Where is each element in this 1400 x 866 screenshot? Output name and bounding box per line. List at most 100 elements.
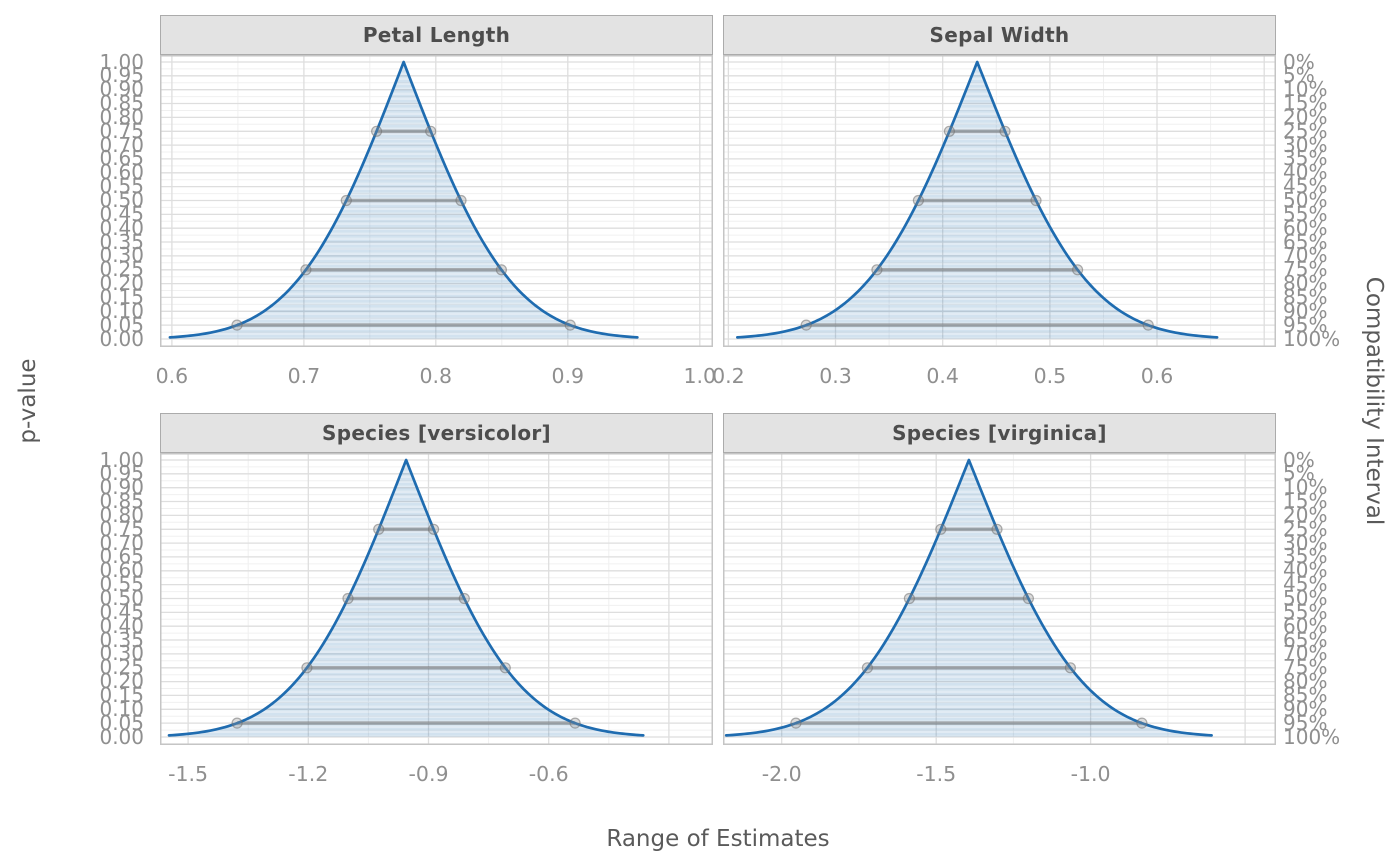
facet-title-species-virginica: Species [virginica] xyxy=(892,421,1107,445)
y-tick-label-ci-percent: 55% xyxy=(1283,201,1328,226)
y-tick-label-ci-percent: 20% xyxy=(1283,104,1328,129)
y-tick-label-pvalue: 1.00 xyxy=(99,49,144,74)
y-tick-label-pvalue: 0.60 xyxy=(99,558,144,583)
x-tick-label: -0.6 xyxy=(528,762,569,786)
y-tick-label-pvalue: 0.60 xyxy=(99,160,144,185)
y-tick-label-pvalue: 0.55 xyxy=(99,572,144,597)
y-axis-title-pvalue: p-value xyxy=(15,358,41,444)
y-tick-label-ci-percent: 80% xyxy=(1283,271,1328,296)
y-tick-label-ci-percent: 10% xyxy=(1283,77,1328,102)
x-tick-labels-species-virginica: -2.0 -1.5 -1.0 xyxy=(723,761,1276,787)
y-tick-label-pvalue: 1.00 xyxy=(99,447,144,472)
y-tick-label-pvalue: 0.80 xyxy=(99,502,144,527)
y-tick-label-pvalue: 0.80 xyxy=(99,104,144,129)
facet-title-species-versicolor: Species [versicolor] xyxy=(322,421,551,445)
y-tick-label-pvalue: 0.45 xyxy=(99,201,144,226)
y-tick-label-ci-percent: 95% xyxy=(1283,312,1328,337)
y-tick-label-pvalue: 0.70 xyxy=(99,530,144,555)
y-tick-label-pvalue: 0.15 xyxy=(99,682,144,707)
y-tick-label-ci-percent: 50% xyxy=(1283,586,1328,610)
y-tick-label-ci-percent: 5% xyxy=(1283,461,1315,486)
x-tick-label: -1.0 xyxy=(1070,762,1111,786)
y-tick-label-ci-percent: 55% xyxy=(1283,599,1328,624)
y-tick-labels-ci-row2: 0% 5% 10% 15% 20% 25% 30% 35% 40% 45% 50% 55% 60% 65%… xyxy=(1283,449,1395,749)
y-tick-label-ci-percent: 70% xyxy=(1283,641,1328,666)
x-tick-label: 0.6 xyxy=(155,364,189,388)
x-tick-label: 0.5 xyxy=(1033,364,1067,388)
y-tick-label-ci-percent: 60% xyxy=(1283,215,1328,240)
y-tick-label-ci-percent: 100% xyxy=(1283,326,1341,351)
y-tick-label-pvalue: 0.55 xyxy=(99,174,144,199)
y-tick-label-pvalue: 0.50 xyxy=(99,188,144,212)
y-tick-label-ci-percent: 25% xyxy=(1283,118,1328,143)
y-tick-label-pvalue: 0.40 xyxy=(99,215,144,240)
y-tick-label-pvalue: 0.10 xyxy=(99,696,144,721)
y-tick-label-pvalue: 0.30 xyxy=(99,243,144,268)
y-tick-label-pvalue: 0.10 xyxy=(99,298,144,323)
y-tick-label-ci-percent: 45% xyxy=(1283,174,1328,199)
y-tick-label-ci-percent: 0% xyxy=(1283,49,1315,74)
y-tick-label-pvalue: 0.95 xyxy=(99,461,144,486)
y-tick-label-pvalue: 0.05 xyxy=(99,710,144,735)
y-tick-label-pvalue: 0.20 xyxy=(99,271,144,296)
y-tick-label-pvalue: 0.65 xyxy=(99,146,144,171)
y-axis-title-compatibility-interval: Compatibility Interval xyxy=(1361,276,1387,526)
y-tick-label-pvalue: 0.70 xyxy=(99,132,144,157)
x-tick-label: 0.9 xyxy=(551,364,585,388)
y-tick-label-ci-percent: 80% xyxy=(1283,669,1328,694)
facet-strip-sepal-width: Sepal Width xyxy=(723,15,1276,55)
x-tick-label: 1.0 xyxy=(683,364,717,388)
x-tick-labels-sepal-width: 0.2 0.3 0.4 0.5 0.6 xyxy=(712,363,1276,389)
y-tick-label-ci-percent: 25% xyxy=(1283,516,1328,541)
x-tick-label: 0.2 xyxy=(712,364,745,388)
y-tick-label-ci-percent: 15% xyxy=(1283,489,1328,514)
y-tick-label-pvalue: 0.45 xyxy=(99,599,144,624)
y-tick-label-pvalue: 0.95 xyxy=(99,63,144,88)
x-tick-label: -0.9 xyxy=(408,762,449,786)
y-tick-label-ci-percent: 75% xyxy=(1283,655,1328,680)
y-tick-labels-ci-row1: 0% 5% 10% 15% 20% 25% 30% 35% 40% 45% 50% 55% 60% 65%… xyxy=(1283,49,1395,351)
y-tick-label-ci-percent: 65% xyxy=(1283,229,1328,254)
y-tick-label-ci-percent: 85% xyxy=(1283,682,1328,707)
y-tick-label-ci-percent: 35% xyxy=(1283,544,1328,569)
y-tick-label-ci-percent: 50% xyxy=(1283,188,1328,212)
x-tick-label: -1.5 xyxy=(916,762,957,786)
y-tick-label-pvalue: 0.85 xyxy=(99,91,144,116)
y-tick-label-ci-percent: 85% xyxy=(1283,284,1328,309)
y-tick-label-ci-percent: 60% xyxy=(1283,613,1328,638)
y-tick-label-ci-percent: 35% xyxy=(1283,146,1328,171)
y-tick-label-pvalue: 0.25 xyxy=(99,257,144,282)
y-tick-label-ci-percent: 40% xyxy=(1283,558,1328,583)
y-tick-label-pvalue: 0.35 xyxy=(99,627,144,652)
y-tick-label-pvalue: 0.85 xyxy=(99,489,144,514)
facet-title-petal-length: Petal Length xyxy=(362,23,511,47)
y-tick-label-ci-percent: 65% xyxy=(1283,627,1328,652)
y-tick-label-ci-percent: 90% xyxy=(1283,298,1328,323)
x-tick-label: 0.8 xyxy=(419,364,453,388)
x-tick-labels-petal-length: 0.6 0.7 0.8 0.9 1.0 xyxy=(156,363,717,389)
y-tick-label-pvalue: 0.75 xyxy=(99,118,144,143)
y-tick-label-pvalue: 0.35 xyxy=(99,229,144,254)
y-tick-label-ci-percent: 45% xyxy=(1283,572,1328,597)
x-tick-label: -1.5 xyxy=(168,762,209,786)
y-tick-label-pvalue: 0.15 xyxy=(99,284,144,309)
y-tick-label-ci-percent: 30% xyxy=(1283,132,1328,157)
facet-strip-petal-length: Petal Length xyxy=(160,15,713,55)
y-tick-label-ci-percent: 100% xyxy=(1283,724,1341,749)
plot-area-petal-length xyxy=(160,55,713,347)
y-tick-label-pvalue: 0.90 xyxy=(99,475,144,500)
y-tick-label-ci-percent: 30% xyxy=(1283,530,1328,555)
y-tick-label-pvalue: 0.25 xyxy=(99,655,144,680)
y-tick-label-pvalue: 0.20 xyxy=(99,669,144,694)
y-tick-label-pvalue: 0.65 xyxy=(99,544,144,569)
y-tick-label-ci-percent: 70% xyxy=(1283,243,1328,268)
x-tick-label: 0.7 xyxy=(287,364,321,388)
y-tick-label-pvalue: 0.30 xyxy=(99,641,144,666)
plot-area-species-virginica xyxy=(723,453,1276,745)
facet-strip-species-virginica: Species [virginica] xyxy=(723,413,1276,453)
y-tick-label-ci-percent: 20% xyxy=(1283,502,1328,527)
x-tick-label: 0.3 xyxy=(819,364,852,388)
facet-strip-species-versicolor: Species [versicolor] xyxy=(160,413,713,453)
y-tick-label-pvalue: 0.00 xyxy=(99,326,144,351)
